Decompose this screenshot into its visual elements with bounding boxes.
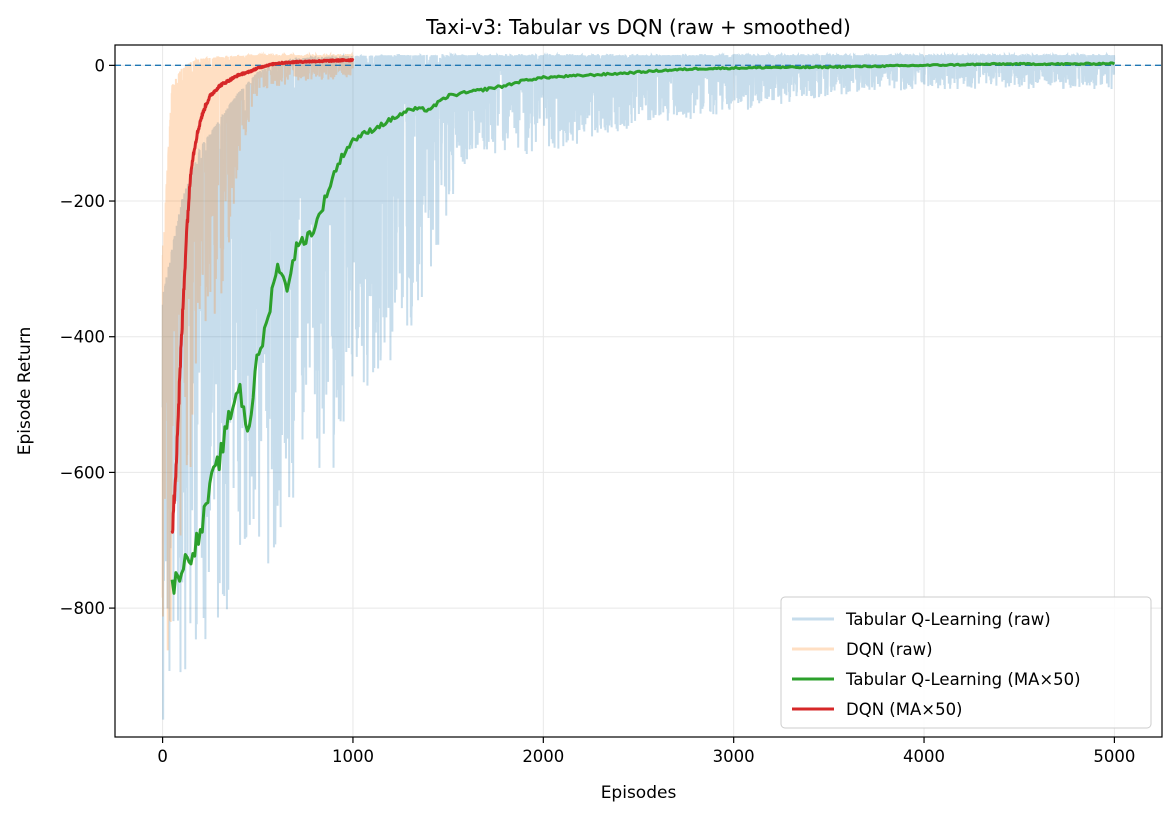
- legend-entry: Tabular Q-Learning (raw): [792, 610, 1051, 629]
- y-tick-label: −200: [60, 192, 105, 211]
- legend-label: DQN (MA×50): [846, 700, 963, 719]
- legend-box: [780, 596, 1152, 729]
- legend: Tabular Q-Learning (raw) DQN (raw) Tabul…: [780, 596, 1152, 729]
- x-tick-label: 5000: [1093, 747, 1135, 766]
- x-axis-label: Episodes: [601, 783, 677, 803]
- y-axis-ticks: 0 −200 −400 −600 −800: [60, 56, 115, 618]
- y-tick-label: −800: [60, 599, 105, 618]
- x-tick-label: 1000: [332, 747, 374, 766]
- x-tick-label: 0: [157, 747, 168, 766]
- smoothed-series-line: [170, 61, 1116, 595]
- y-tick-label: 0: [95, 56, 106, 75]
- plot-frame: [114, 44, 1163, 738]
- legend-label: Tabular Q-Learning (MA×50): [845, 670, 1081, 689]
- x-tick-label: 2000: [522, 747, 564, 766]
- y-tick-label: −600: [60, 463, 105, 482]
- legend-label: Tabular Q-Learning (raw): [845, 610, 1051, 629]
- y-tick-label: −400: [60, 328, 105, 347]
- smoothed-series-line: [170, 58, 355, 534]
- legend-entry: DQN (MA×50): [792, 700, 963, 719]
- y-axis-label: Episode Return: [15, 327, 35, 456]
- smoothed-series-layer: [170, 58, 1116, 595]
- x-tick-label: 4000: [903, 747, 945, 766]
- legend-entry: DQN (raw): [792, 640, 933, 659]
- legend-label: DQN (raw): [846, 640, 933, 659]
- chart-title: Taxi-v3: Tabular vs DQN (raw + smoothed): [425, 15, 851, 39]
- x-axis-ticks: 0 1000 2000 3000 4000 5000: [157, 737, 1135, 766]
- plot-area: [115, 51, 1162, 720]
- legend-entry: Tabular Q-Learning (MA×50): [792, 670, 1081, 689]
- x-tick-label: 3000: [713, 747, 755, 766]
